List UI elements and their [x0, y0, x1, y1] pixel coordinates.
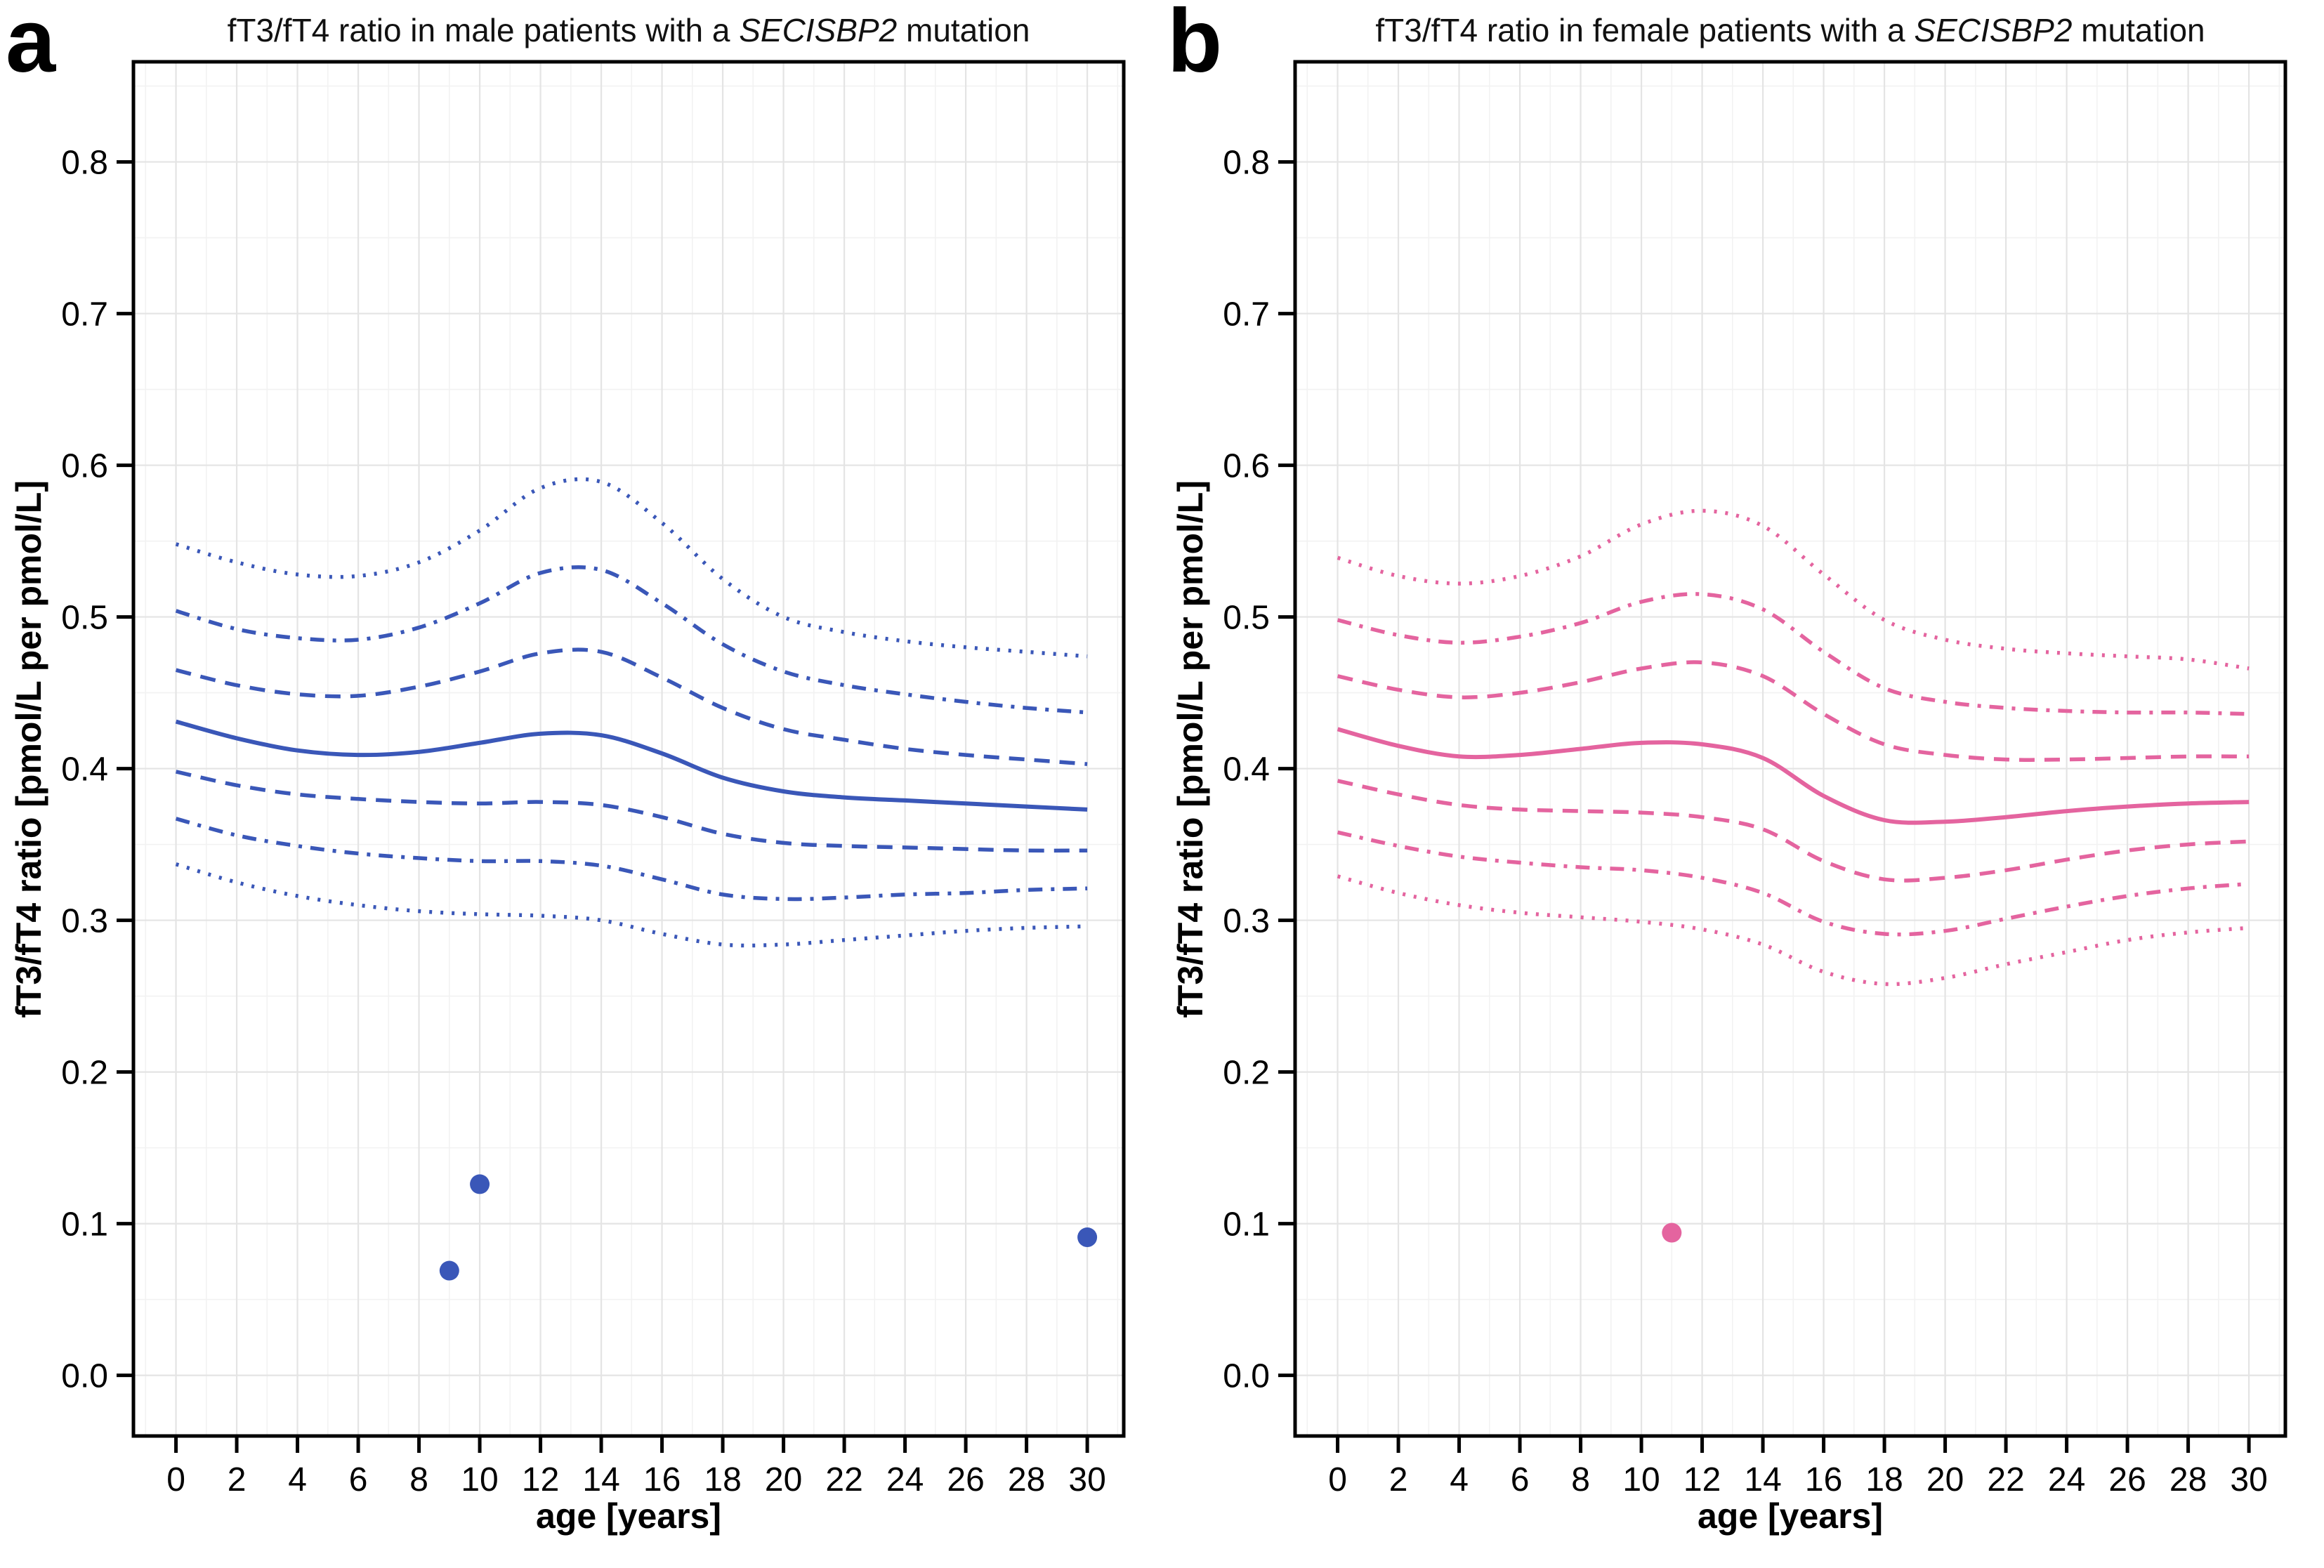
y-tick-label: 0.3: [1223, 903, 1270, 940]
x-tick-label: 14: [1744, 1461, 1781, 1498]
x-tick-label: 0: [166, 1461, 185, 1498]
x-tick-label: 28: [1008, 1461, 1045, 1498]
x-tick-label: 10: [1622, 1461, 1660, 1498]
title-gene: SECISBP2: [739, 12, 898, 48]
x-tick-label: 0: [1328, 1461, 1347, 1498]
panel-male: a fT3/fT4 ratio in male patients with a …: [6, 0, 1126, 1536]
data-point: [1662, 1223, 1682, 1243]
x-tick-label: 18: [704, 1461, 741, 1498]
x-tick-label: 16: [1805, 1461, 1842, 1498]
y-tick-label: 0.1: [61, 1206, 108, 1244]
chart-male: 0 2 4 6 8 10 12 14 16 18 20 22 24 26 28 300.00.10.20.30…: [61, 60, 1126, 1498]
title-gene: SECISBP2: [1914, 12, 2073, 48]
y-tick-label: 0.4: [1223, 751, 1270, 789]
title-prefix: fT3/fT4 ratio in male patients with a: [227, 12, 740, 48]
curve-lower-outer-dotted: [1337, 874, 2250, 987]
x-axis-label-female: age [years]: [1697, 1496, 1884, 1536]
curve-median-solid: [175, 719, 1088, 812]
chart-female: 0 2 4 6 8 10 12 14 16 18 20 22 24 26 28 300.00.10.20.30…: [1223, 60, 2287, 1498]
curve-upper-outer-dotted: [175, 477, 1088, 659]
panel-title-male: fT3/fT4 ratio in male patients with a SE…: [133, 11, 1124, 49]
panel-letter-a: a: [6, 0, 56, 91]
x-tick-label: 30: [1068, 1461, 1105, 1498]
y-tick-label: 0.2: [1223, 1055, 1270, 1092]
x-tick-label: 12: [522, 1461, 559, 1498]
y-tick-label: 0.6: [1223, 448, 1270, 485]
title-suffix: mutation: [2072, 12, 2205, 48]
panel-letter-b: b: [1167, 0, 1223, 91]
data-point: [470, 1174, 490, 1194]
title-suffix: mutation: [897, 12, 1030, 48]
x-tick-label: 20: [765, 1461, 802, 1498]
x-tick-label: 26: [2108, 1461, 2146, 1498]
x-tick-label: 2: [228, 1461, 247, 1498]
x-tick-label: 28: [2169, 1461, 2207, 1498]
y-tick-label: 0.3: [61, 903, 108, 940]
x-tick-label: 8: [1571, 1461, 1590, 1498]
x-tick-label: 24: [886, 1461, 924, 1498]
y-tick-label: 0.5: [1223, 600, 1270, 637]
y-tick-label: 0.1: [1223, 1206, 1270, 1244]
curve-upper-dashed: [1337, 660, 2250, 762]
y-tick-label: 0.4: [61, 751, 108, 789]
x-tick-label: 30: [2230, 1461, 2267, 1498]
data-point: [1077, 1227, 1098, 1248]
y-tick-label: 0.5: [61, 600, 108, 637]
y-tick-label: 0.7: [1223, 296, 1270, 334]
panel-female: b fT3/fT4 ratio in female patients with …: [1162, 0, 2323, 1568]
x-tick-label: 16: [643, 1461, 681, 1498]
curve-upper-dashdot: [175, 565, 1088, 715]
y-tick-label: 0.0: [1223, 1358, 1270, 1395]
x-tick-label: 12: [1683, 1461, 1721, 1498]
curve-lower-outer-dotted: [175, 862, 1088, 948]
x-tick-label: 24: [2048, 1461, 2085, 1498]
data-point: [439, 1260, 459, 1281]
panel-border: [131, 60, 1126, 1438]
x-tick-label: 2: [1389, 1461, 1408, 1498]
curve-upper-dashed: [175, 647, 1088, 766]
title-prefix: fT3/fT4 ratio in female patients with a: [1375, 12, 1915, 48]
curve-upper-dashdot: [1337, 592, 2250, 716]
panel-title-female: fT3/fT4 ratio in female patients with a …: [1295, 11, 2285, 49]
x-axis-label-male: age [years]: [535, 1496, 722, 1536]
x-tick-label: 4: [288, 1461, 307, 1498]
x-tick-label: 14: [582, 1461, 619, 1498]
x-tick-label: 22: [825, 1461, 862, 1498]
y-tick-label: 0.6: [61, 448, 108, 485]
x-tick-label: 22: [1987, 1461, 2024, 1498]
x-tick-label: 10: [461, 1461, 498, 1498]
x-tick-label: 20: [1926, 1461, 1964, 1498]
x-tick-label: 4: [1450, 1461, 1469, 1498]
curve-lower-dashdot: [175, 817, 1088, 902]
x-tick-label: 18: [1865, 1461, 1903, 1498]
x-tick-label: 8: [409, 1461, 428, 1498]
panel-border: [1293, 60, 2287, 1438]
y-tick-label: 0.8: [61, 145, 108, 182]
x-tick-label: 6: [349, 1461, 368, 1498]
curve-lower-dashed: [176, 770, 1088, 853]
y-tick-label: 0.0: [61, 1358, 108, 1395]
y-tick-label: 0.8: [1223, 145, 1270, 182]
x-tick-label: 6: [1511, 1461, 1530, 1498]
y-tick-label: 0.2: [61, 1055, 108, 1092]
curve-median-solid: [1337, 727, 2250, 825]
y-tick-label: 0.7: [61, 296, 108, 334]
x-tick-label: 26: [947, 1461, 984, 1498]
curve-lower-dashed: [1337, 779, 2250, 883]
